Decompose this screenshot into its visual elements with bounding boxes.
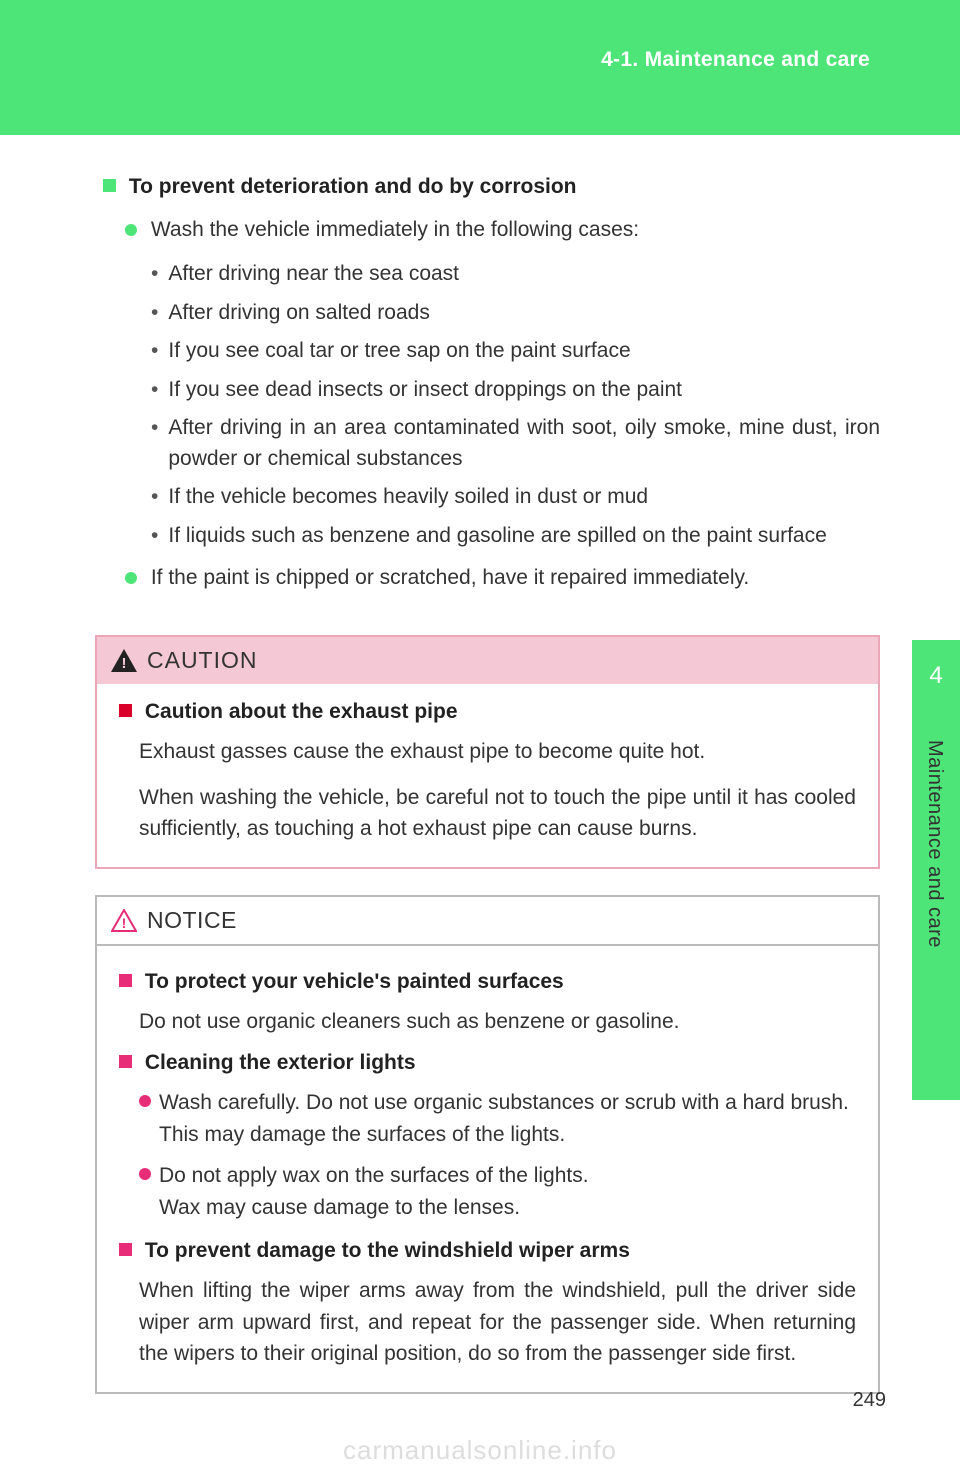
- bullet-dot-icon: •: [151, 336, 158, 366]
- caution-label: CAUTION: [147, 647, 258, 674]
- bullet-dot-icon: •: [151, 375, 158, 405]
- list-text: After driving in an area contaminated wi…: [168, 413, 880, 474]
- caution-title: Caution about the exhaust pipe: [145, 700, 458, 723]
- chapter-side-tab: 4 Maintenance and care: [912, 640, 960, 1100]
- notice-header: ! NOTICE: [97, 897, 878, 946]
- list-text: If liquids such as benzene and gasoline …: [168, 521, 880, 551]
- dot-bullet-icon: [139, 1168, 151, 1180]
- list-text: After driving on salted roads: [168, 298, 880, 328]
- notice-section-heading: To prevent damage to the windshield wipe…: [119, 1239, 856, 1263]
- notice-label: NOTICE: [147, 907, 237, 934]
- list-item: • If you see coal tar or tree sap on the …: [151, 336, 880, 366]
- notice-box: ! NOTICE To protect your vehicle's paint…: [95, 895, 880, 1394]
- bullet-dot-icon: •: [151, 259, 158, 289]
- dot-bullet-icon: [125, 224, 137, 236]
- list-item: • After driving near the sea coast: [151, 259, 880, 289]
- notice-bullet-text: Do not apply wax on the surfaces of the …: [159, 1160, 856, 1223]
- heading-text: To prevent deterioration and do by corro…: [129, 175, 577, 198]
- caution-triangle-icon: !: [111, 649, 137, 672]
- page-number: 249: [853, 1389, 886, 1412]
- list-text: After driving near the sea coast: [168, 259, 880, 289]
- notice-paragraph: Do not use organic cleaners such as benz…: [139, 1006, 856, 1038]
- square-bullet-icon: [103, 179, 116, 192]
- list-text: If you see dead insects or insect droppi…: [168, 375, 880, 405]
- list-text: If you see coal tar or tree sap on the p…: [168, 336, 880, 366]
- square-bullet-icon: [119, 704, 132, 717]
- chapter-number: 4: [912, 640, 960, 690]
- caution-title-row: Caution about the exhaust pipe: [119, 700, 856, 724]
- caution-paragraph: When washing the vehicle, be careful not…: [139, 782, 856, 845]
- list-item: •After driving in an area contaminated w…: [151, 413, 880, 474]
- notice-heading-text: To protect your vehicle's painted surfac…: [145, 970, 564, 993]
- notice-section-heading: Cleaning the exterior lights: [119, 1051, 856, 1075]
- notice-body: To protect your vehicle's painted surfac…: [97, 946, 878, 1392]
- caution-box: ! CAUTION Caution about the exhaust pipe…: [95, 635, 880, 869]
- notice-triangle-icon: !: [111, 909, 137, 932]
- dot-bullet-icon: [139, 1095, 151, 1107]
- section-heading: To prevent deterioration and do by corro…: [103, 175, 880, 199]
- svg-text:!: !: [122, 915, 127, 931]
- content-column: To prevent deterioration and do by corro…: [95, 175, 880, 1394]
- bullet-dot-icon: •: [151, 298, 158, 328]
- list-item: • If the vehicle becomes heavily soiled i…: [151, 482, 880, 512]
- svg-text:!: !: [122, 655, 127, 672]
- page: 4-1. Maintenance and care To prevent det…: [0, 0, 960, 1484]
- caution-body: Caution about the exhaust pipe Exhaust g…: [97, 684, 878, 867]
- bullet-dot-icon: •: [151, 413, 158, 474]
- notice-section-heading: To protect your vehicle's painted surfac…: [119, 970, 856, 994]
- notice-bullet: Wash carefully. Do not use organic subst…: [139, 1087, 856, 1150]
- bullet-dot-icon: •: [151, 482, 158, 512]
- list-item: • If liquids such as benzene and gasoline…: [151, 521, 880, 551]
- caution-paragraph: Exhaust gasses cause the exhaust pipe to…: [139, 736, 856, 768]
- notice-bullet: Do not apply wax on the surfaces of the …: [139, 1160, 856, 1223]
- square-bullet-icon: [119, 1055, 132, 1068]
- dot-bullet-icon: [125, 572, 137, 584]
- section-title: 4-1. Maintenance and care: [601, 48, 870, 72]
- bullet-text: If the paint is chipped or scratched, ha…: [151, 566, 749, 589]
- square-bullet-icon: [119, 974, 132, 987]
- caution-header: ! CAUTION: [97, 637, 878, 684]
- notice-paragraph: When lifting the wiper arms away from th…: [139, 1275, 856, 1370]
- chapter-label: Maintenance and care: [923, 740, 946, 948]
- watermark: carmanualsonline.info: [0, 1435, 960, 1466]
- notice-bullet-text: Wash carefully. Do not use organic subst…: [159, 1087, 856, 1150]
- list-item: • After driving on salted roads: [151, 298, 880, 328]
- bullet-row: Wash the vehicle immediately in the foll…: [125, 215, 880, 245]
- list-text: If the vehicle becomes heavily soiled in…: [168, 482, 880, 512]
- list-item: • If you see dead insects or insect dropp…: [151, 375, 880, 405]
- bullet-row: If the paint is chipped or scratched, ha…: [125, 563, 880, 593]
- bullet-dot-icon: •: [151, 521, 158, 551]
- square-bullet-icon: [119, 1243, 132, 1256]
- notice-heading-text: To prevent damage to the windshield wipe…: [145, 1239, 630, 1262]
- notice-heading-text: Cleaning the exterior lights: [145, 1051, 416, 1074]
- bullet-text: Wash the vehicle immediately in the foll…: [151, 218, 639, 241]
